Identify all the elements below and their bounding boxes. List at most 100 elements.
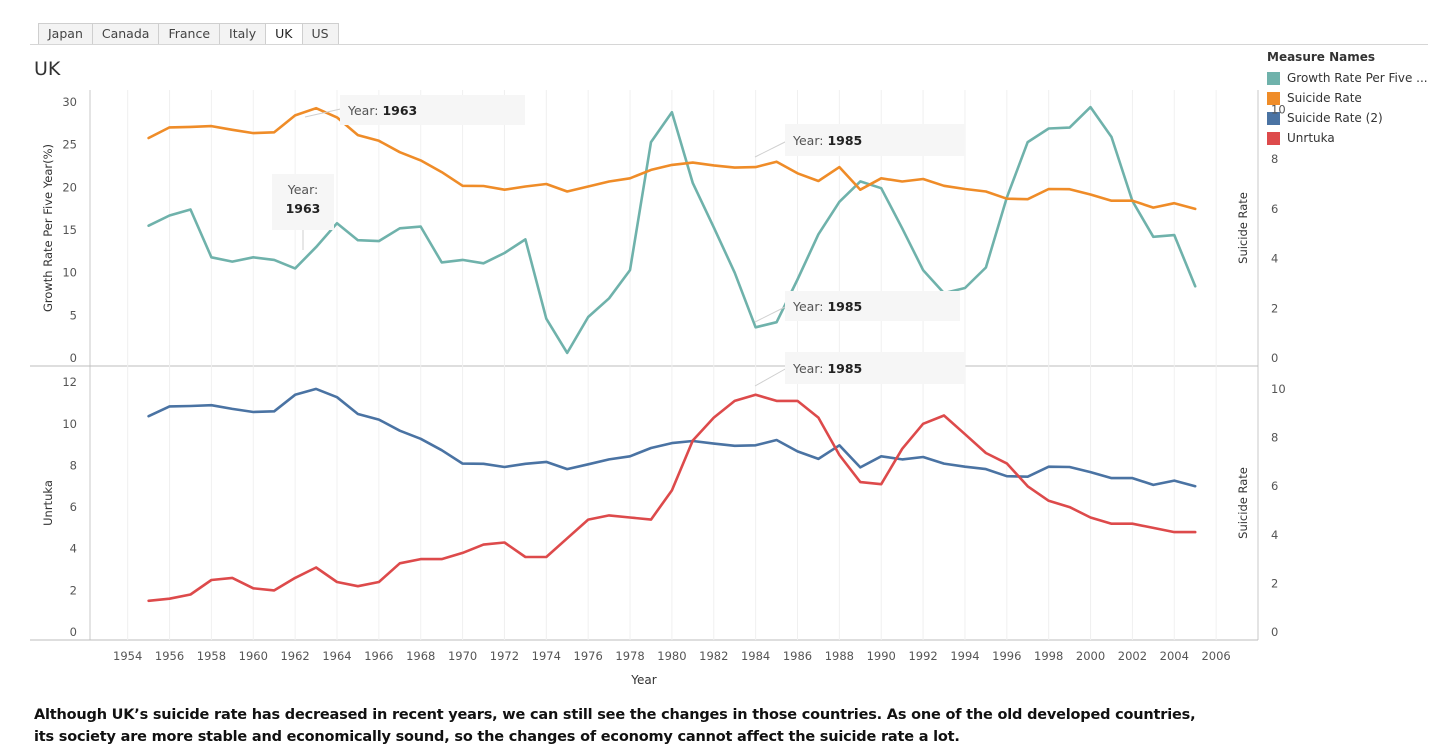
y-tick-label: 15 [62, 223, 77, 237]
y2-tick-label: 10 [1271, 382, 1286, 396]
tooltip-value: 1963 [286, 201, 321, 216]
x-tick-label: 1988 [825, 649, 854, 663]
tooltip-box [272, 174, 334, 230]
x-tick-label: 1980 [657, 649, 686, 663]
y2-tick-label: 6 [1271, 202, 1278, 216]
y-tick-label: 25 [62, 138, 77, 152]
tooltip-text: Year: 1985 [792, 133, 862, 148]
y-tick-label: 12 [62, 375, 77, 389]
legend-label: Growth Rate Per Five ... [1287, 71, 1428, 85]
tooltip-label: Year: [792, 299, 827, 314]
tooltip-label: Year: [792, 361, 827, 376]
tab-uk[interactable]: UK [266, 24, 303, 44]
y2-tick-label: 2 [1271, 301, 1278, 315]
y2-tick-label: 6 [1271, 479, 1278, 493]
tab-canada[interactable]: Canada [92, 24, 160, 44]
tab-japan[interactable]: Japan [39, 24, 93, 44]
y-tick-label: 0 [70, 625, 77, 639]
x-tick-label: 1986 [783, 649, 812, 663]
tooltip-leader [754, 305, 788, 323]
y-tick-label: 0 [70, 351, 77, 365]
legend-label: Unrtuka [1287, 131, 1335, 145]
legend: Measure Names Growth Rate Per Five ... S… [1267, 50, 1429, 148]
x-tick-label: 1964 [322, 649, 351, 663]
x-tick-label: 1998 [1034, 649, 1063, 663]
legend-item-suicide-rate-2[interactable]: Suicide Rate (2) [1267, 108, 1429, 128]
tab-france[interactable]: France [159, 24, 221, 44]
x-tick-label: 1974 [532, 649, 561, 663]
legend-title: Measure Names [1267, 50, 1376, 64]
x-tick-label: 1954 [113, 649, 142, 663]
tooltip-text: Year: 1985 [792, 361, 862, 376]
series-line [147, 105, 1197, 355]
y-tick-label: 20 [62, 180, 77, 194]
legend-item-growth-rate[interactable]: Growth Rate Per Five ... [1267, 68, 1429, 88]
tooltip-value: 1985 [827, 361, 862, 376]
y-tick-label: 2 [70, 583, 77, 597]
x-tick-label: 1996 [992, 649, 1021, 663]
tooltip-label: Year: [347, 103, 382, 118]
y-tick-label: 10 [62, 417, 77, 431]
series-line [147, 387, 1197, 488]
y2-tick-label: 0 [1271, 625, 1278, 639]
tab-divider [30, 44, 1428, 45]
tooltip-text: Year: 1963 [347, 103, 417, 118]
x-tick-label: 1984 [741, 649, 770, 663]
x-tick-label: 1972 [490, 649, 519, 663]
tooltip-leader [304, 107, 346, 118]
y-tick-label: 6 [70, 500, 77, 514]
tooltip-box [785, 352, 965, 384]
x-tick-label: 1956 [155, 649, 184, 663]
tooltip-label: Year: [792, 133, 827, 148]
y2-tick-label: 10 [1271, 102, 1286, 116]
y-tick-label: 8 [70, 458, 77, 472]
legend-label: Suicide Rate (2) [1287, 111, 1383, 125]
page-title: UK [34, 58, 61, 80]
tab-italy[interactable]: Italy [220, 24, 267, 44]
country-tabs: Japan Canada France Italy UK US [38, 23, 339, 45]
tooltip-text: Year: 1985 [792, 299, 862, 314]
legend-swatch [1267, 111, 1280, 125]
x-tick-label: 1970 [448, 649, 477, 663]
tooltip-label: Year: [287, 182, 318, 197]
y2-axis-title: Suicide Rate [1236, 467, 1250, 539]
legend-swatch [1267, 131, 1280, 145]
y2-tick-label: 4 [1271, 528, 1278, 542]
series-line [147, 393, 1197, 603]
legend-swatch [1267, 91, 1280, 105]
tooltip-value: 1985 [827, 299, 862, 314]
y-tick-label: 10 [62, 266, 77, 280]
x-tick-label: 1958 [197, 649, 226, 663]
tooltip-value: 1985 [827, 133, 862, 148]
y2-axis-title: Suicide Rate [1236, 192, 1250, 264]
tooltip-box [785, 291, 960, 321]
tooltip-value: 1963 [382, 103, 417, 118]
x-tick-label: 1992 [908, 649, 937, 663]
x-tick-label: 1968 [406, 649, 435, 663]
legend-item-suicide-rate[interactable]: Suicide Rate [1267, 88, 1429, 108]
x-axis-title: Year [630, 673, 656, 687]
x-tick-label: 1982 [699, 649, 728, 663]
x-tick-label: 1966 [364, 649, 393, 663]
legend-label: Suicide Rate [1287, 91, 1362, 105]
tooltip-leader [754, 367, 788, 387]
y-tick-label: 4 [70, 542, 77, 556]
x-tick-label: 1976 [574, 649, 603, 663]
y2-tick-label: 8 [1271, 431, 1278, 445]
y-tick-label: 5 [70, 308, 77, 322]
x-tick-label: 1960 [239, 649, 268, 663]
x-tick-label: 2000 [1076, 649, 1105, 663]
x-tick-label: 1994 [950, 649, 979, 663]
tooltip-box [785, 124, 965, 156]
series-line [147, 106, 1197, 211]
x-tick-label: 1990 [867, 649, 896, 663]
x-tick-label: 1962 [280, 649, 309, 663]
y-tick-label: 30 [62, 95, 77, 109]
y2-tick-label: 2 [1271, 576, 1278, 590]
y-axis-title: Unrtuka [41, 480, 55, 526]
x-tick-label: 2004 [1160, 649, 1189, 663]
x-tick-label: 2002 [1118, 649, 1147, 663]
legend-item-unrtuka[interactable]: Unrtuka [1267, 128, 1429, 148]
x-tick-label: 2006 [1201, 649, 1230, 663]
tab-us[interactable]: US [302, 24, 339, 44]
